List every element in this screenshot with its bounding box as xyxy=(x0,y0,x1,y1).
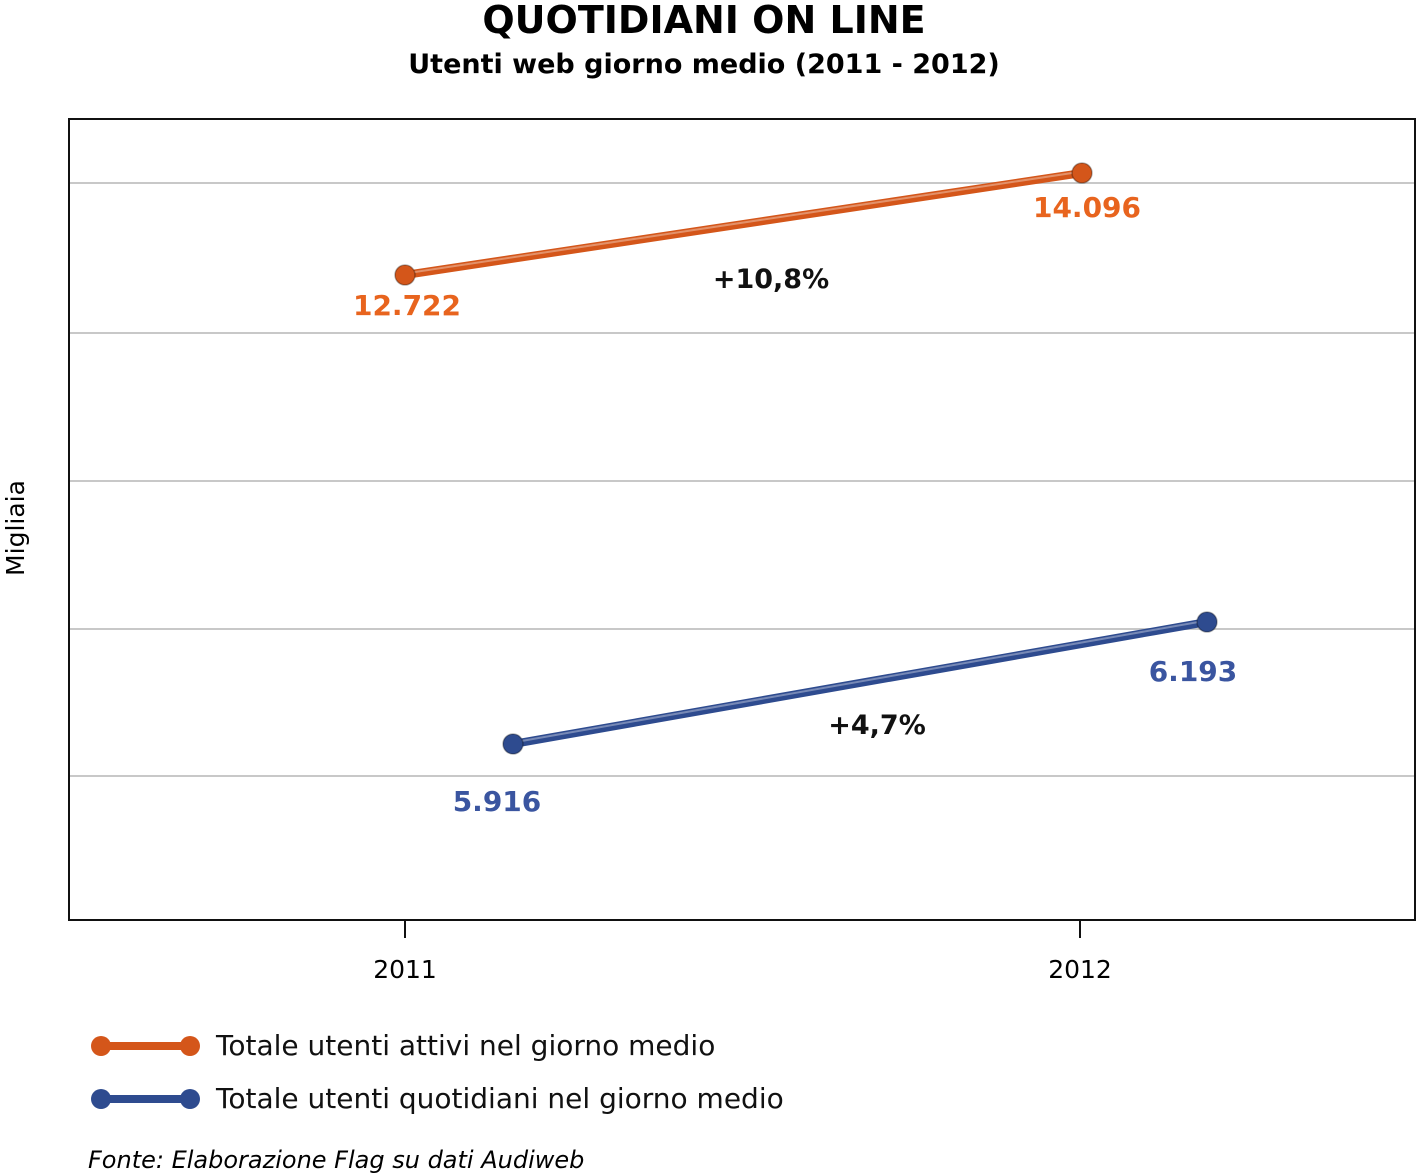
data-label: 5.916 xyxy=(453,785,542,818)
legend-marker-icon xyxy=(91,1089,111,1109)
data-point xyxy=(394,264,416,286)
legend-label: Totale utenti quotidiani nel giorno medi… xyxy=(215,1082,784,1115)
series-line-highlight xyxy=(404,170,1083,275)
data-point xyxy=(1196,611,1218,633)
legend-label: Totale utenti attivi nel giorno medio xyxy=(215,1029,715,1062)
legend-marker-icon xyxy=(180,1036,200,1056)
change-annotation: +4,7% xyxy=(828,710,926,741)
x-axis: 2011 2012 xyxy=(373,920,1112,984)
data-label: 12.722 xyxy=(353,289,461,322)
legend-marker-icon xyxy=(180,1089,200,1109)
chart-title: QUOTIDIANI ON LINE xyxy=(482,0,925,42)
change-annotation: +10,8% xyxy=(713,264,829,295)
series-1: 12.722 14.096 +10,8% xyxy=(353,162,1141,322)
gridlines xyxy=(69,182,1415,777)
x-tick-label: 2011 xyxy=(373,955,437,984)
series-group: 12.722 14.096 +10,8% 5.916 6.193 +4,7% xyxy=(353,162,1238,818)
series-2: 5.916 6.193 +4,7% xyxy=(453,611,1238,818)
series-line xyxy=(401,169,1086,279)
data-point xyxy=(1071,162,1093,184)
legend: Totale utenti attivi nel giorno medio Tot… xyxy=(91,1029,784,1115)
chart-subtitle: Utenti web giorno medio (2011 - 2012) xyxy=(408,49,999,80)
y-axis-label: Migliaia xyxy=(1,480,30,576)
series-line-highlight xyxy=(512,619,1208,744)
series-line xyxy=(509,618,1211,748)
data-label: 14.096 xyxy=(1033,191,1141,224)
legend-marker-icon xyxy=(91,1036,111,1056)
legend-item: Totale utenti quotidiani nel giorno medi… xyxy=(91,1082,784,1115)
plot-area-frame xyxy=(68,118,1416,921)
x-tick-label: 2012 xyxy=(1048,955,1112,984)
data-point xyxy=(502,733,524,755)
legend-item: Totale utenti attivi nel giorno medio xyxy=(91,1029,715,1062)
data-label: 6.193 xyxy=(1149,655,1238,688)
source-note: Fonte: Elaborazione Flag su dati Audiweb xyxy=(88,1146,584,1174)
